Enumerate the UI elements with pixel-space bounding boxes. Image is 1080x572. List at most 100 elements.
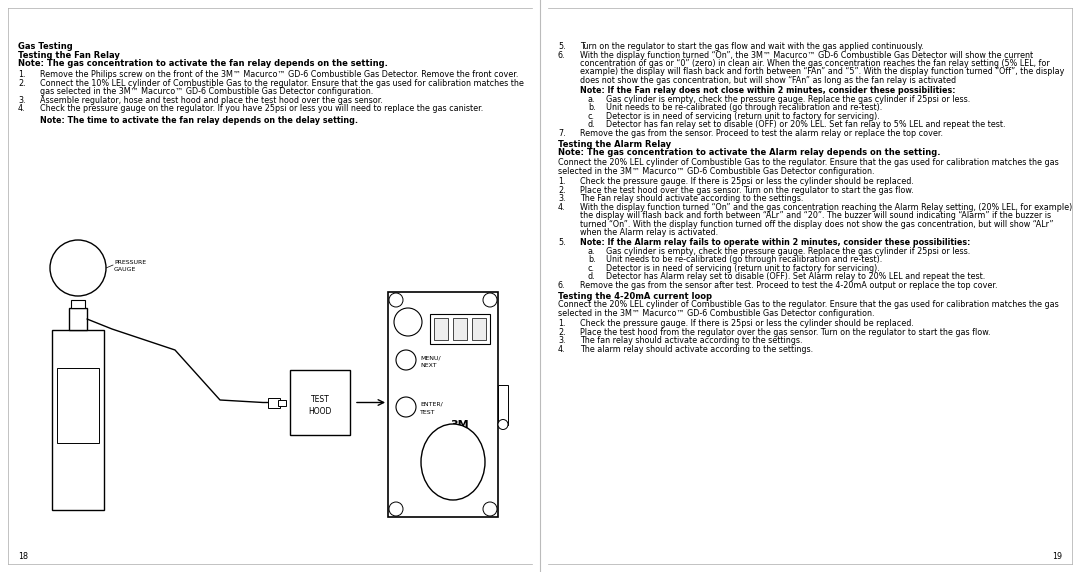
Text: Place the test hood from the regulator over the gas sensor. Turn on the regulato: Place the test hood from the regulator o… [580,328,990,336]
Text: 4.: 4. [18,104,26,113]
Text: 10%: 10% [69,390,87,399]
Text: Connect the 10% LEL cylinder of Combustible Gas to the regulator. Ensure that th: Connect the 10% LEL cylinder of Combusti… [40,78,524,88]
Text: HOOD: HOOD [308,407,332,415]
Text: when the Alarm relay is activated.: when the Alarm relay is activated. [580,228,718,237]
Text: selected in the 3M™ Macurco™ GD-6 Combustible Gas Detector configuration.: selected in the 3M™ Macurco™ GD-6 Combus… [558,167,875,176]
Text: Remove the gas from the sensor after test. Proceed to test the 4-20mA output or : Remove the gas from the sensor after tes… [580,281,998,290]
Text: Remove the gas from the sensor. Proceed to test the alarm relay or replace the t: Remove the gas from the sensor. Proceed … [580,129,943,138]
Text: 2.: 2. [18,78,26,88]
Text: turned “On”. With the display function turned off the display does not show the : turned “On”. With the display function t… [580,220,1053,229]
Text: ENTER/: ENTER/ [420,402,443,407]
Text: b.: b. [588,103,596,112]
Circle shape [498,419,508,430]
Bar [388,292,498,517]
Text: 2.: 2. [558,328,566,336]
Bar [278,399,286,406]
Circle shape [483,293,497,307]
Text: The Fan relay should activate according to the settings.: The Fan relay should activate according … [580,194,804,203]
Circle shape [394,308,422,336]
Text: 19: 19 [1052,552,1062,561]
Bar [453,318,467,340]
Text: d.: d. [588,120,596,129]
Text: Check the pressure gauge on the regulator. If you have 25psi or less you will ne: Check the pressure gauge on the regulato… [40,104,483,113]
Text: Unit needs to be re-calibrated (go through recalibration and re-test).: Unit needs to be re-calibrated (go throu… [606,255,882,264]
Circle shape [396,397,416,417]
Text: Detector has Alarm relay set to disable (OFF). Set Alarm relay to 20% LEL and re: Detector has Alarm relay set to disable … [606,272,985,281]
Text: Check the pressure gauge. If there is 25psi or less the cylinder should be repla: Check the pressure gauge. If there is 25… [580,177,914,186]
Text: 3M: 3M [450,420,470,430]
Text: GAUGE: GAUGE [114,267,136,272]
Text: Detector is in need of servicing (return unit to factory for servicing).: Detector is in need of servicing (return… [606,112,880,121]
Text: 3.: 3. [18,96,26,105]
Text: Note: The time to activate the fan relay depends on the delay setting.: Note: The time to activate the fan relay… [40,116,357,125]
Text: The alarm relay should activate according to the settings.: The alarm relay should activate accordin… [580,344,813,353]
Text: Remove the Philips screw on the front of the 3M™ Macurco™ GD-6 Combustible Gas D: Remove the Philips screw on the front of… [40,70,518,79]
Text: b.: b. [588,255,596,264]
Text: 2.: 2. [558,186,566,194]
Bar [268,398,280,407]
Bar [498,384,508,424]
Text: Check the pressure gauge. If there is 25psi or less the cylinder should be repla: Check the pressure gauge. If there is 25… [580,319,914,328]
Circle shape [389,502,403,516]
Bar [57,368,99,443]
Text: MENU/: MENU/ [420,355,441,360]
Text: Note: The gas concentration to activate the Alarm relay depends on the setting.: Note: The gas concentration to activate … [558,148,941,157]
Text: With the display function turned “On”, the 3M™ Macurco™ GD-6 Combustible Gas Det: With the display function turned “On”, t… [580,50,1034,59]
Text: GAS: GAS [446,454,460,460]
Text: Connect the 20% LEL cylinder of Combustible Gas to the regulator. Ensure that th: Connect the 20% LEL cylinder of Combusti… [558,300,1058,309]
Text: 6.: 6. [558,281,566,290]
Text: 3.: 3. [558,336,566,345]
Text: MACURCO: MACURCO [448,432,472,437]
Text: 1.: 1. [558,319,566,328]
Text: Connect the 20% LEL cylinder of Combustible Gas to the regulator. Ensure that th: Connect the 20% LEL cylinder of Combusti… [558,158,1058,168]
Text: With the display function turned “On” and the gas concentration reaching the Ala: With the display function turned “On” an… [580,202,1072,212]
Text: Note: If the Fan relay does not close within 2 minutes, consider these possibili: Note: If the Fan relay does not close wi… [580,86,956,95]
Text: Turn on the regulator to start the gas flow and wait with the gas applied contin: Turn on the regulator to start the gas f… [580,42,923,51]
Text: example) the display will flash back and forth between “FAn” and “5”. With the d: example) the display will flash back and… [580,67,1065,77]
Text: does not show the gas concentration, but will show “FAn” as long as the fan rela: does not show the gas concentration, but… [580,76,956,85]
Bar [52,330,104,510]
Text: Testing the 4-20mA current loop: Testing the 4-20mA current loop [558,292,712,301]
Text: 5.: 5. [558,42,566,51]
Text: Note: The gas concentration to activate the fan relay depends on the setting.: Note: The gas concentration to activate … [18,59,388,68]
Text: PRESSURE: PRESSURE [114,260,146,265]
Text: d.: d. [588,272,596,281]
Text: concentration of gas or “0” (zero) in clean air. When the gas concentration reac: concentration of gas or “0” (zero) in cl… [580,59,1050,68]
Text: 7.: 7. [558,129,566,138]
Text: TEST: TEST [311,395,329,403]
Text: the display will flash back and forth between “ALr” and “20”. The buzzer will so: the display will flash back and forth be… [580,211,1051,220]
Text: 4.: 4. [558,344,566,353]
Text: Assemble regulator, hose and test hood and place the test hood over the gas sens: Assemble regulator, hose and test hood a… [40,96,383,105]
Bar [291,370,350,435]
Text: GD-6: GD-6 [446,444,473,454]
Text: LEL: LEL [71,406,85,415]
Text: TEST: TEST [420,410,435,415]
Bar [71,300,85,308]
Circle shape [483,502,497,516]
Bar [69,308,87,330]
Text: Gas Testing: Gas Testing [18,42,72,51]
Text: Testing the Fan Relay: Testing the Fan Relay [18,50,120,59]
Text: 1.: 1. [558,177,566,186]
Text: The fan relay should activate according to the settings.: The fan relay should activate according … [580,336,802,345]
Bar [472,318,486,340]
Ellipse shape [421,424,485,500]
Circle shape [396,350,416,370]
Text: Unit needs to be re-calibrated (go through recalibration and re-test).: Unit needs to be re-calibrated (go throu… [606,103,882,112]
Text: NEXT: NEXT [420,363,436,368]
Text: c.: c. [588,264,595,273]
Text: Gas cylinder is empty, check the pressure gauge. Replace the gas cylinder if 25p: Gas cylinder is empty, check the pressur… [606,247,970,256]
Text: c.: c. [588,112,595,121]
Text: Note: If the Alarm relay fails to operate within 2 minutes, consider these possi: Note: If the Alarm relay fails to operat… [580,239,970,247]
Text: 3.: 3. [558,194,566,203]
Text: selected in the 3M™ Macurco™ GD-6 Combustible Gas Detector configuration.: selected in the 3M™ Macurco™ GD-6 Combus… [558,309,875,318]
Text: 6.: 6. [558,50,566,59]
Text: Detector has fan relay set to disable (OFF) or 20% LEL. Set fan relay to 5% LEL : Detector has fan relay set to disable (O… [606,120,1005,129]
Text: a.: a. [588,247,595,256]
Text: gas selected in the 3M™ Macurco™ GD-6 Combustible Gas Detector configuration.: gas selected in the 3M™ Macurco™ GD-6 Co… [40,87,374,96]
Text: 18: 18 [18,552,28,561]
Text: Place the test hood over the gas sensor. Turn on the regulator to start the gas : Place the test hood over the gas sensor.… [580,186,914,194]
Text: Testing the Alarm Relay: Testing the Alarm Relay [558,140,671,149]
Bar [434,318,448,340]
Text: SENSOR: SENSOR [438,466,468,472]
